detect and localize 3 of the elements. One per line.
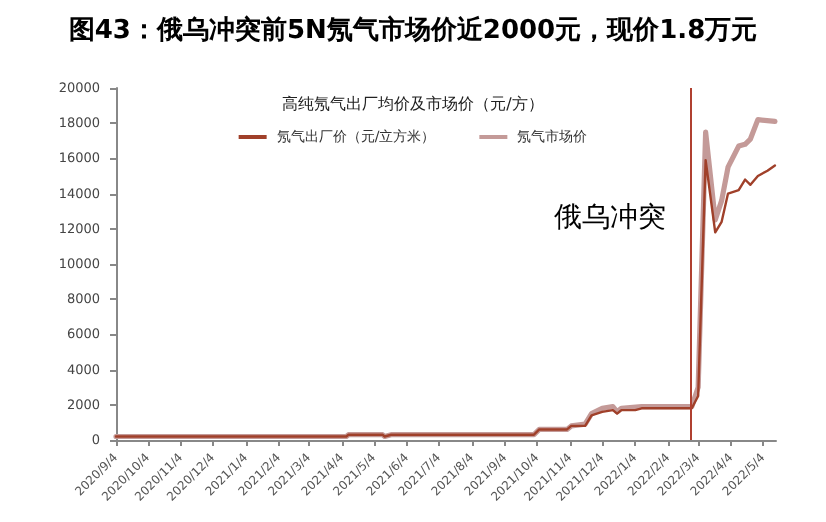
ref-line-label: 俄乌冲突	[553, 202, 666, 234]
legend-title: 高纯氖气出厂均价及市场价（元/方）	[282, 95, 544, 113]
chart-title: 图43：俄乌冲突前5N氖气市场价近2000元，现价1.8万元	[68, 14, 758, 46]
